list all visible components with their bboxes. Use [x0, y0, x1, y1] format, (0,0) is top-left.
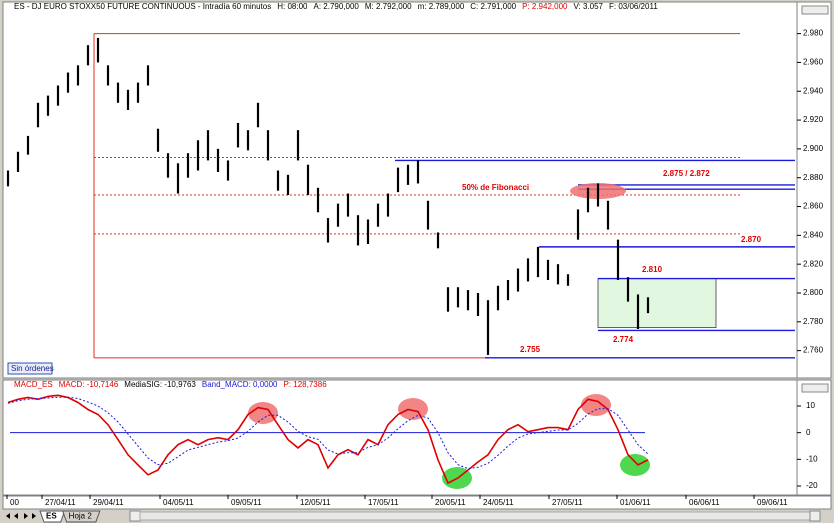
x-tick-label: 06/06/11 [689, 498, 720, 507]
header-info: P: 128,7386 [284, 380, 328, 389]
sheet-tab-shape[interactable] [61, 510, 101, 523]
highlight [620, 454, 650, 476]
scrollbar[interactable] [139, 511, 811, 521]
axis-control[interactable] [801, 383, 829, 393]
y-tick-label: -20 [806, 481, 818, 490]
y-tick-label: 2.840 [803, 230, 824, 239]
scroll-button[interactable] [129, 510, 141, 522]
header-info: C: 2.791,000 [470, 2, 516, 11]
header-info: M: 2.792,000 [365, 2, 412, 11]
header-info: P: 2.942,000 [522, 2, 568, 11]
x-tick-label: 12/05/11 [300, 498, 331, 507]
y-tick-label: 2.860 [803, 202, 824, 211]
header-info: V: 3.057 [573, 2, 603, 11]
scroll-button[interactable] [809, 510, 821, 522]
x-tick-label: 09/05/11 [231, 498, 262, 507]
y-tick-label: 2.920 [803, 115, 824, 124]
header-info: Band_MACD: 0,0000 [202, 380, 278, 389]
annotation: 2.875 / 2.872 [663, 169, 710, 178]
y-tick-label: 2.820 [803, 259, 824, 268]
annotation: 50% de Fibonacci [462, 183, 529, 192]
header-info: F: 03/06/2011 [609, 2, 658, 11]
x-tick-label: 27/05/11 [552, 498, 583, 507]
x-tick-label: 27/04/11 [45, 498, 76, 507]
x-tick-label: 17/05/11 [368, 498, 399, 507]
chart-title: ES - DJ EURO STOXX50 FUTURE CONTINUOUS -… [14, 2, 271, 11]
y-tick-label: 2.800 [803, 288, 824, 297]
axis-control[interactable] [801, 5, 829, 15]
y-tick-label: 2.960 [803, 58, 824, 67]
x-tick-label: 01/06/11 [620, 498, 651, 507]
y-tick-label: 2.760 [803, 346, 824, 355]
price-plot: 50% de Fibonacci 2.875 / 2.872 2.870 2.810 2… [6, 33, 795, 359]
header-info: m: 2.789,000 [418, 2, 465, 11]
x-tick-label: 04/05/11 [163, 498, 194, 507]
header-info: H: 08:00 [277, 2, 308, 11]
macd-line [7, 394, 649, 485]
header-info: A: 2.790,000 [314, 2, 360, 11]
highlight [581, 394, 611, 416]
y-tick-label: -10 [806, 454, 818, 463]
button[interactable] [7, 362, 53, 375]
x-tick-label: 29/04/11 [93, 498, 124, 507]
annotation: 2.774 [613, 335, 634, 344]
sheet-tab-shape[interactable] [39, 510, 66, 523]
macd-panel [2, 379, 798, 496]
macd-axis-panel [796, 379, 832, 496]
macd-line [7, 396, 649, 470]
x-tick-label: 00 [10, 498, 19, 507]
y-tick-label: 2.940 [803, 86, 824, 95]
price-axis-panel [796, 1, 832, 379]
y-tick-label: 2.880 [803, 173, 824, 182]
tab-bar [0, 510, 834, 523]
x-tick-label: 20/05/11 [435, 498, 466, 507]
macd-plot [7, 394, 650, 489]
y-tick-label: 0 [806, 428, 811, 437]
y-tick-label: 2.980 [803, 29, 824, 38]
annotation: 2.755 [520, 345, 541, 354]
y-tick-label: 2.900 [803, 144, 824, 153]
header-info: MediaSIG: -10,9763 [124, 380, 196, 389]
button-label[interactable]: Sin órdenes [11, 364, 54, 373]
sheet-tab[interactable]: ES [46, 512, 57, 521]
header-info: MACD_ES [14, 380, 53, 389]
header-info: MACD: -10,7146 [59, 380, 119, 389]
y-tick-label: 10 [806, 401, 815, 410]
annotation: 2.870 [741, 235, 762, 244]
x-tick-label: 09/06/11 [757, 498, 788, 507]
support-zone [597, 278, 717, 328]
y-tick-label: 2.780 [803, 317, 824, 326]
annotation: 2.810 [642, 265, 663, 274]
highlight [248, 402, 278, 424]
date-axis-panel [2, 495, 832, 510]
sheet-tab[interactable]: Hoja 2 [69, 512, 93, 521]
x-tick-label: 24/05/11 [483, 498, 514, 507]
